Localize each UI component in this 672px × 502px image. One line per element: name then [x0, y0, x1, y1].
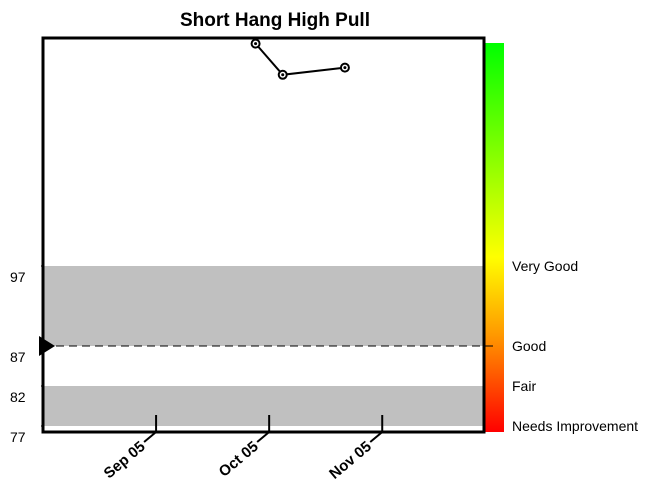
x-tick-slant	[369, 431, 383, 443]
rating-band	[43, 266, 484, 346]
y-tick-label: 97	[10, 269, 26, 285]
data-point-core	[343, 66, 347, 70]
y-tick-label: 77	[10, 429, 26, 445]
x-tick-label: Sep 05	[101, 438, 149, 482]
data-point-core	[254, 42, 258, 46]
chart-title: Short Hang High Pull	[180, 10, 370, 31]
y-tick-label: 82	[10, 389, 26, 405]
x-tick-label: Oct 05	[216, 438, 262, 481]
rating-label: Very Good	[512, 258, 578, 274]
plot-frame	[41, 36, 486, 434]
x-tick-slant	[256, 431, 270, 443]
series-line	[254, 42, 346, 76]
rating-label: Fair	[512, 378, 536, 394]
x-tick-slant	[143, 431, 157, 443]
rating-label: Good	[512, 338, 546, 354]
data-point-core	[281, 73, 285, 77]
y-tick-label: 87	[10, 349, 26, 365]
rating-label: Needs Improvement	[512, 418, 638, 434]
rating-band	[43, 386, 484, 426]
x-tick-label: Nov 05	[326, 438, 375, 483]
rating-color-bar	[484, 43, 504, 432]
